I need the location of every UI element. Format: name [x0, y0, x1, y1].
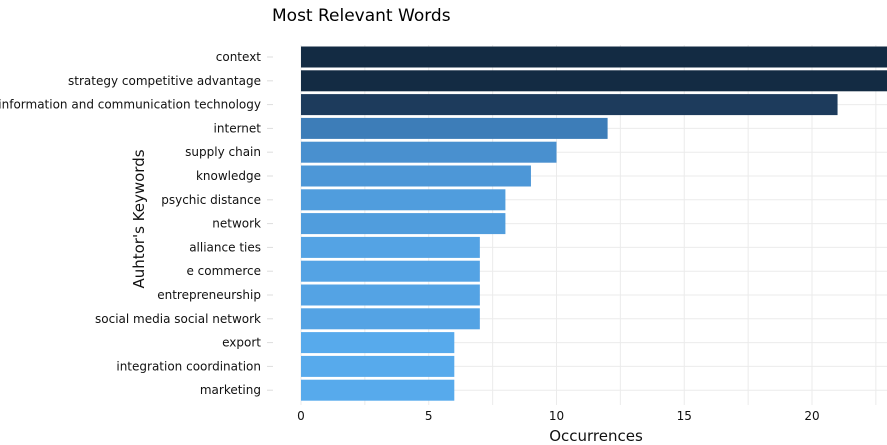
y-tick-label: e commerce	[186, 264, 261, 278]
bar	[301, 355, 455, 377]
y-tick-label: information and communication technology	[0, 98, 261, 112]
bar	[301, 213, 506, 235]
bar	[301, 141, 557, 163]
y-tick-label: network	[212, 217, 261, 231]
bar	[301, 117, 608, 139]
bar	[301, 165, 531, 187]
y-axis-title: Auhtor's Keywords	[130, 149, 148, 288]
chart-title: Most Relevant Words	[272, 6, 451, 26]
bar	[301, 70, 887, 92]
x-tick-label: 10	[549, 409, 564, 423]
bar	[301, 260, 480, 282]
y-tick-label: supply chain	[185, 145, 261, 159]
bar	[301, 308, 480, 330]
x-tick-labels: 0 5 10 15 20	[297, 409, 819, 423]
bars	[301, 46, 887, 401]
bar	[301, 284, 480, 306]
y-tick-label: marketing	[200, 383, 261, 397]
y-tick-label: integration coordination	[116, 359, 261, 373]
x-tick-label: 15	[677, 409, 692, 423]
x-tick-label: 5	[425, 409, 433, 423]
y-tick-labels: context strategy competitive advantage inf…	[0, 50, 261, 397]
bar	[301, 46, 887, 68]
bar	[301, 236, 480, 258]
x-axis-title: Occurrences	[549, 427, 643, 445]
y-tick-label: alliance ties	[189, 240, 261, 254]
y-tick-label: psychic distance	[161, 193, 261, 207]
y-tick-label: export	[222, 336, 261, 350]
y-tick-label: entrepreneurship	[157, 288, 261, 302]
bar	[301, 379, 455, 401]
x-tick-label: 20	[804, 409, 819, 423]
y-tick-label: internet	[214, 121, 262, 135]
y-tick-label: context	[216, 50, 262, 64]
bar	[301, 94, 838, 116]
x-tick-label: 0	[297, 409, 305, 423]
y-tick-label: knowledge	[196, 169, 261, 183]
bar	[301, 189, 506, 211]
bar	[301, 332, 455, 354]
y-tick-label: social media social network	[95, 312, 261, 326]
y-tick-label: strategy competitive advantage	[68, 74, 261, 88]
